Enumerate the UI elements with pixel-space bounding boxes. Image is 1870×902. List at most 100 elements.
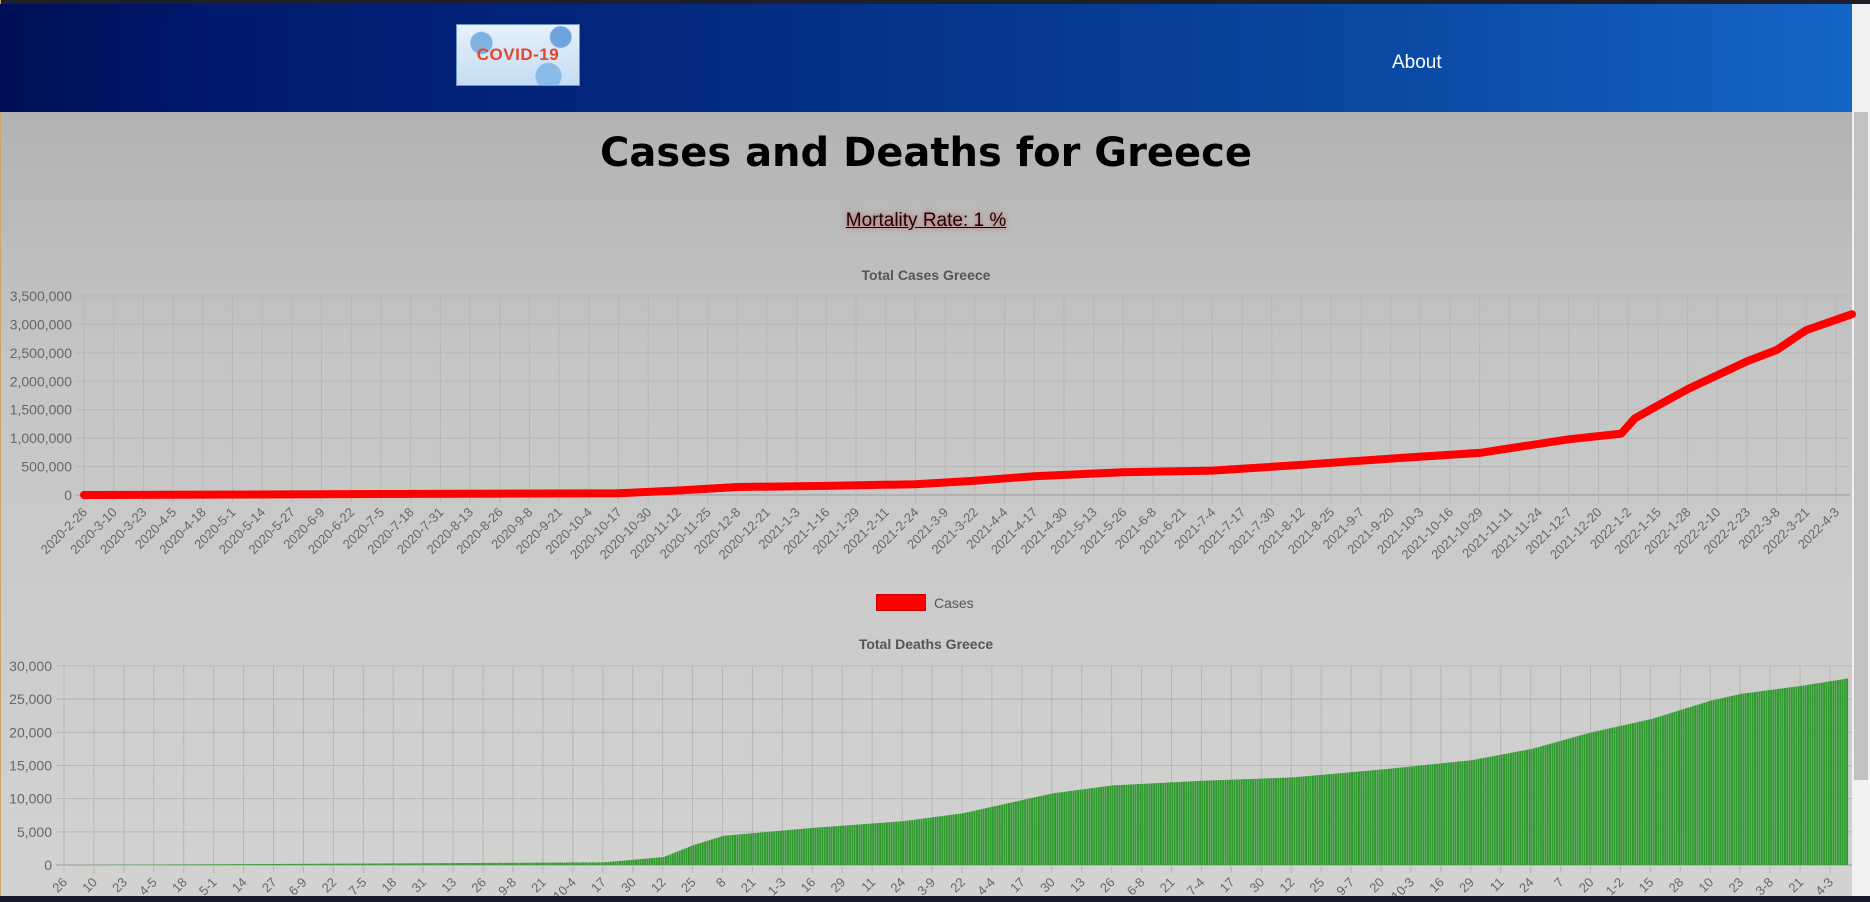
deaths-bar (936, 816, 939, 865)
deaths-bar (1701, 703, 1704, 865)
legend-label: Cases (934, 594, 974, 611)
deaths-bar (637, 859, 640, 865)
deaths-bar (856, 824, 859, 865)
deaths-bar (1286, 777, 1289, 865)
deaths-bar (512, 862, 515, 865)
deaths-bar (294, 863, 297, 865)
deaths-bar (1401, 767, 1404, 865)
deaths-bar (1054, 793, 1057, 865)
deaths-bar (413, 863, 416, 865)
deaths-bar (968, 811, 971, 865)
deaths-bar (241, 864, 244, 865)
cases-y-tick: 1,000,000 (10, 430, 72, 446)
deaths-bar (1258, 778, 1261, 865)
deaths-bar (453, 863, 456, 865)
deaths-bar (232, 864, 235, 865)
deaths-bar (1316, 775, 1319, 865)
deaths-y-axis: 0 5,000 10,000 15,000 20,000 25,000 30,000 (9, 658, 52, 873)
deaths-bar (918, 819, 921, 865)
deaths-bar (466, 863, 469, 865)
deaths-bar (1470, 760, 1473, 865)
deaths-bar (312, 863, 315, 865)
deaths-bar (1192, 781, 1195, 865)
deaths-bar (708, 840, 711, 865)
deaths-bar (1339, 773, 1342, 865)
deaths-bar (1696, 704, 1699, 865)
deaths-bar (651, 858, 654, 865)
deaths-bar (1659, 716, 1662, 865)
cases-legend[interactable]: Cases (876, 594, 974, 611)
deaths-bar (167, 864, 170, 865)
deaths-bar (195, 864, 198, 865)
deaths-bar (1689, 706, 1692, 865)
deaths-bar (1783, 688, 1786, 865)
deaths-bar (1233, 779, 1236, 865)
deaths-bar (1767, 690, 1770, 865)
deaths-bar (1323, 774, 1326, 865)
deaths-bar (1028, 798, 1031, 865)
deaths-bar (192, 864, 195, 865)
deaths-bar (812, 827, 815, 865)
deaths-bar (1180, 781, 1183, 865)
deaths-bar (1698, 704, 1701, 865)
legend-swatch (876, 594, 926, 611)
page-title: Cases and Deaths for Greece (600, 130, 1252, 176)
deaths-bar (1461, 761, 1464, 865)
deaths-bar (1090, 788, 1093, 865)
deaths-x-tick: 5-1 (196, 875, 220, 899)
deaths-bar (374, 863, 377, 865)
deaths-bar (554, 862, 557, 865)
deaths-bar (245, 864, 248, 865)
deaths-x-tick: 7-4 (1184, 875, 1208, 899)
deaths-bar (356, 863, 359, 865)
deaths-bar (1457, 761, 1459, 865)
deaths-bar (1650, 719, 1653, 865)
deaths-x-tick: 25 (678, 875, 699, 896)
deaths-x-tick: 25 (1306, 875, 1327, 896)
deaths-bar (1226, 779, 1229, 865)
deaths-bar (1512, 752, 1515, 865)
deaths-bar (1033, 797, 1036, 865)
deaths-x-tick: 4-3 (1812, 875, 1836, 899)
deaths-bar (1671, 712, 1674, 865)
deaths-bar (1123, 784, 1126, 865)
deaths-bar (1118, 785, 1121, 865)
scrollbar-thumb[interactable] (1854, 112, 1868, 780)
deaths-bar (1242, 779, 1245, 865)
deaths-x-tick: 15 (1636, 875, 1657, 896)
deaths-bar (1159, 782, 1162, 865)
covid-logo[interactable]: COVID-19 (456, 24, 580, 86)
deaths-bar (1097, 787, 1100, 865)
deaths-bar (206, 864, 209, 865)
deaths-bar (354, 863, 357, 865)
about-link[interactable]: About (1392, 52, 1442, 73)
deaths-bar (810, 828, 812, 865)
deaths-bar (1779, 688, 1782, 865)
deaths-bar (1565, 739, 1568, 865)
deaths-bar (372, 863, 375, 865)
deaths-bar (950, 814, 953, 865)
deaths-bar (1270, 778, 1273, 865)
taskbar-strip (0, 896, 1870, 902)
deaths-bar (1157, 783, 1160, 865)
deaths-bar (289, 863, 292, 865)
deaths-x-tick: 12 (1277, 875, 1298, 896)
deaths-bar (1664, 714, 1667, 865)
deaths-bar (1717, 698, 1720, 865)
deaths-bar (1445, 762, 1448, 865)
deaths-x-tick: 13 (438, 875, 459, 896)
deaths-bar (1169, 782, 1172, 865)
deaths-bar (1714, 699, 1717, 865)
deaths-bar (660, 857, 663, 865)
deaths-bar (929, 817, 932, 865)
deaths-bar (851, 824, 854, 865)
deaths-bar (1691, 706, 1694, 865)
deaths-bar (328, 863, 331, 865)
deaths-bar (287, 863, 290, 865)
deaths-bar (1217, 780, 1220, 865)
deaths-bar (1394, 768, 1397, 865)
deaths-bar (503, 862, 506, 865)
deaths-bar (1468, 760, 1471, 865)
deaths-bar (715, 837, 718, 865)
deaths-bar (664, 856, 667, 865)
